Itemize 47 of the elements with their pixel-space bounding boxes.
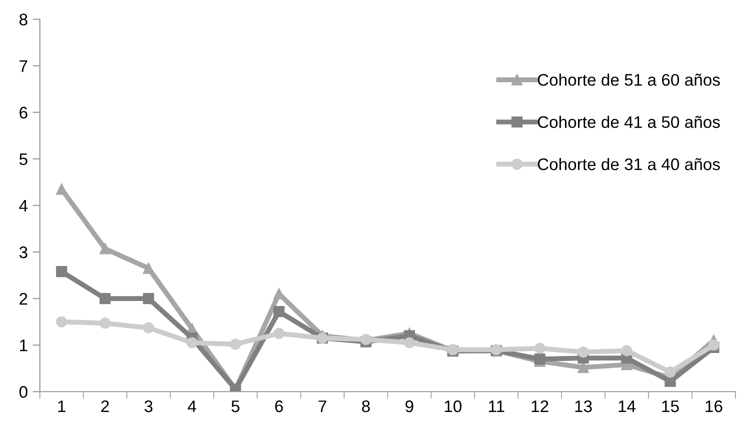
x-tick-label: 1 xyxy=(58,400,66,412)
x-tick-label: 4 xyxy=(188,400,196,412)
y-tick-label: 8 xyxy=(20,14,28,26)
point xyxy=(534,342,546,354)
x-tick-label: 15 xyxy=(662,400,679,412)
point xyxy=(404,337,415,348)
x-tick-label: 12 xyxy=(532,400,548,412)
point xyxy=(56,266,68,278)
point xyxy=(100,292,111,304)
x-tick-label: 16 xyxy=(706,400,722,412)
point xyxy=(142,322,154,334)
y-tick-label: 4 xyxy=(19,200,28,212)
y-tick-label: 0 xyxy=(19,386,28,398)
x-tick-label: 14 xyxy=(618,400,636,412)
y-tick-label: 1 xyxy=(20,340,28,352)
x-tick-label: 13 xyxy=(575,400,592,412)
y-tick-label: 3 xyxy=(19,246,28,258)
point xyxy=(56,184,68,195)
point xyxy=(664,376,676,387)
x-tick-label: 11 xyxy=(488,400,504,412)
x-tick-label: 2 xyxy=(101,400,109,412)
legend-label: Cohorte de 31 a 40 años xyxy=(538,158,720,170)
legend-label: Cohorte de 51 a 60 años xyxy=(538,74,720,86)
x-tick-label: 7 xyxy=(318,400,326,412)
point xyxy=(273,306,285,318)
x-tick-label: 8 xyxy=(362,400,370,412)
point xyxy=(186,337,198,348)
y-tick-label: 2 xyxy=(20,292,28,305)
y-tick-label: 7 xyxy=(20,60,28,72)
point xyxy=(664,366,676,378)
y-tick-label: 6 xyxy=(20,106,28,119)
x-tick-label: 3 xyxy=(144,400,152,412)
legend-label: Cohorte de 41 a 50 años xyxy=(538,116,720,128)
x-tick-label: 9 xyxy=(406,400,414,412)
point xyxy=(578,346,589,358)
point xyxy=(273,328,285,339)
point xyxy=(100,318,111,329)
point xyxy=(100,243,111,254)
point xyxy=(56,316,68,328)
point xyxy=(621,345,632,356)
point xyxy=(142,292,154,304)
y-tick-label: 5 xyxy=(19,153,28,166)
point xyxy=(142,262,154,274)
point xyxy=(230,338,242,350)
x-tick-label: 10 xyxy=(444,400,462,412)
x-tick-label: 6 xyxy=(275,400,283,412)
x-tick-label: 5 xyxy=(232,400,240,412)
